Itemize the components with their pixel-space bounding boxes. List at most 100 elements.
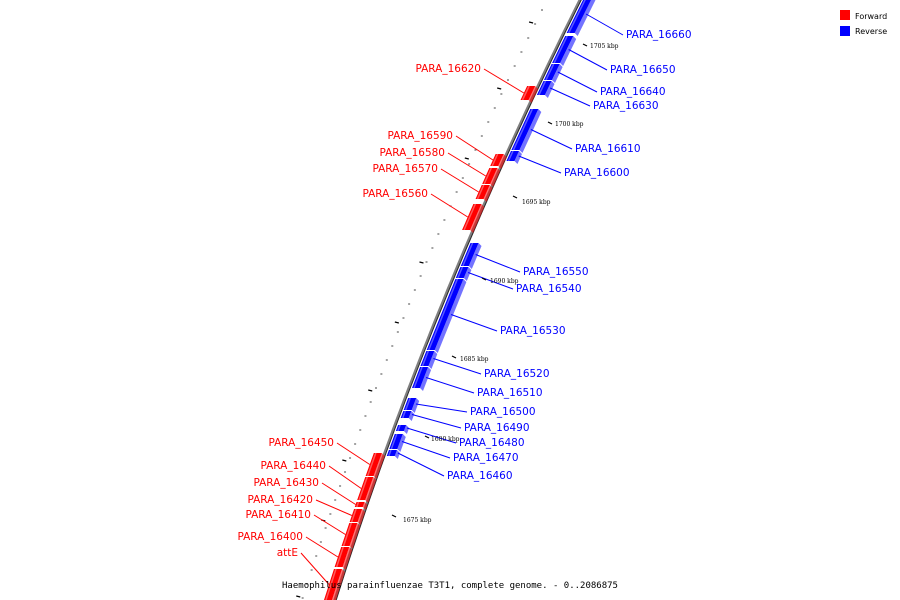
reverse-gene-9[interactable] xyxy=(426,278,467,353)
forward-gene-3-label[interactable]: PARA_16580 xyxy=(379,147,445,159)
kbp-label-6: 1680 kbp xyxy=(431,436,460,443)
reverse-gene-13-highlight xyxy=(401,410,407,419)
forward-gene-8[interactable] xyxy=(354,501,368,510)
reverse-gene-14-leader xyxy=(406,427,457,444)
reverse-gene-7[interactable] xyxy=(460,242,482,269)
forward-gene-9-label[interactable]: PARA_16420 xyxy=(247,494,313,506)
forward-gene-8-leader xyxy=(321,482,356,505)
kbp-label-3: 1695 kbp xyxy=(522,199,551,206)
reverse-gene-6-label[interactable]: PARA_16600 xyxy=(564,167,630,179)
reverse-gene-2[interactable] xyxy=(552,35,577,66)
reverse-gene-4-highlight xyxy=(538,80,547,96)
forward-gene-7-shade xyxy=(365,477,377,503)
forward-gene-8-label[interactable]: PARA_16430 xyxy=(253,477,319,489)
forward-gene-10-label[interactable]: PARA_16410 xyxy=(245,509,311,521)
reverse-gene-14-highlight xyxy=(397,424,401,432)
reverse-gene-3-label[interactable]: PARA_16640 xyxy=(600,86,666,98)
reverse-gene-12[interactable] xyxy=(403,397,420,413)
reverse-gene-2-label[interactable]: PARA_16650 xyxy=(610,64,676,76)
forward-gene-11-highlight xyxy=(335,546,344,568)
forward-gene-6[interactable] xyxy=(365,452,385,479)
reverse-gene-10[interactable] xyxy=(420,350,438,369)
forward-gene-4-leader xyxy=(440,168,479,193)
forward-gene-5[interactable] xyxy=(462,203,485,233)
reverse-gene-14[interactable] xyxy=(395,424,410,434)
reverse-gene-4-shade xyxy=(544,81,555,98)
caption: Haemophilus parainfluenzae T3T1, complet… xyxy=(282,581,618,591)
forward-gene-7[interactable] xyxy=(357,476,377,503)
reverse-gene-15-label[interactable]: PARA_16470 xyxy=(453,452,519,464)
forward-gene-6-leader xyxy=(336,442,371,465)
forward-gene-9[interactable] xyxy=(349,508,366,525)
reverse-gene-8-label[interactable]: PARA_16540 xyxy=(516,283,582,295)
forward-gene-4-shade xyxy=(483,185,493,202)
forward-gene-2[interactable] xyxy=(490,153,507,169)
reverse-gene-14-label[interactable]: PARA_16480 xyxy=(459,437,525,449)
forward-gene-4[interactable] xyxy=(475,184,493,202)
forward-gene-10[interactable] xyxy=(341,522,361,549)
reverse-gene-12-label[interactable]: PARA_16500 xyxy=(470,406,536,418)
forward-gene-12-label[interactable]: attE xyxy=(277,547,298,559)
reverse-gene-16-label[interactable]: PARA_16460 xyxy=(447,470,513,482)
reverse-gene-8-face xyxy=(455,267,469,278)
reverse-gene-15[interactable] xyxy=(389,433,406,452)
forward-gene-1-leader xyxy=(483,68,525,94)
reverse-gene-11-leader xyxy=(425,377,475,394)
forward-gene-2-label[interactable]: PARA_16590 xyxy=(387,130,453,142)
reverse-gene-5[interactable] xyxy=(511,108,542,153)
reverse-gene-14-shade xyxy=(403,425,410,434)
forward-gene-2-shade xyxy=(498,154,507,169)
forward-gene-8-shade xyxy=(362,502,368,510)
forward-gene-6-label[interactable]: PARA_16450 xyxy=(268,437,334,449)
reverse-gene-11[interactable] xyxy=(411,366,432,391)
kbp-label-2: 1700 kbp xyxy=(555,121,584,128)
reverse-gene-13[interactable] xyxy=(400,410,415,421)
legend: Forward Reverse xyxy=(840,10,887,36)
major-tick xyxy=(296,595,301,598)
forward-gene-5-label[interactable]: PARA_16560 xyxy=(362,188,428,200)
forward-gene-6-highlight xyxy=(366,452,377,477)
forward-gene-3-shade xyxy=(490,168,501,187)
forward-gene-3[interactable] xyxy=(482,167,501,187)
reverse-gene-5-shade xyxy=(519,109,542,153)
reverse-gene-5-label[interactable]: PARA_16610 xyxy=(575,143,641,155)
forward-gene-7-highlight xyxy=(358,476,368,501)
forward-gene-4-label[interactable]: PARA_16570 xyxy=(372,163,438,175)
reverse-gene-15-face xyxy=(389,434,403,449)
kbp-tick-5 xyxy=(451,355,457,359)
reverse-gene-13-label[interactable]: PARA_16490 xyxy=(464,422,530,434)
reverse-gene-7-face xyxy=(460,243,479,266)
major-tick xyxy=(368,389,373,392)
reverse-gene-11-label[interactable]: PARA_16510 xyxy=(477,387,543,399)
forward-gene-1[interactable] xyxy=(520,85,539,103)
kbp-markers: 1705 kbp 1700 kbp 1695 kbp 1690 kbp 1685 kbp… xyxy=(391,43,619,524)
reverse-gene-10-label[interactable]: PARA_16520 xyxy=(484,368,550,380)
forward-gene-1-label[interactable]: PARA_16620 xyxy=(415,63,481,75)
reverse-gene-4-label[interactable]: PARA_16630 xyxy=(593,100,659,112)
kbp-tick-6 xyxy=(424,435,430,439)
forward-gene-11[interactable] xyxy=(334,546,353,570)
forward-gene-7-label[interactable]: PARA_16440 xyxy=(260,460,326,472)
reverse-gene-8[interactable] xyxy=(455,266,472,281)
reverse-gene-4[interactable] xyxy=(536,80,555,98)
reverse-gene-6[interactable] xyxy=(506,150,522,164)
reverse-gene-16[interactable] xyxy=(386,449,400,459)
forward-gene-11-label[interactable]: PARA_16400 xyxy=(237,531,303,543)
forward-gene-7-face xyxy=(357,477,374,500)
major-tick xyxy=(497,87,502,90)
reverse-gene-10-face xyxy=(420,351,435,366)
reverse-gene-1-shade xyxy=(574,0,596,36)
reverse-gene-13-shade xyxy=(408,411,415,421)
reverse-gene-7-label[interactable]: PARA_16550 xyxy=(523,266,589,278)
forward-gene-12[interactable] xyxy=(324,568,345,600)
forward-gene-12-face xyxy=(324,569,342,600)
reverse-gene-14-face xyxy=(395,425,407,431)
forward-gene-11-face xyxy=(334,547,350,567)
kbp-tick-2 xyxy=(547,121,553,125)
reverse-gene-3[interactable] xyxy=(543,63,563,83)
reverse-gene-1-label[interactable]: PARA_16660 xyxy=(626,29,692,41)
reverse-gene-9-label[interactable]: PARA_16530 xyxy=(500,325,566,337)
reverse-gene-1[interactable] xyxy=(566,0,597,36)
reverse-gene-12-leader xyxy=(415,403,468,413)
